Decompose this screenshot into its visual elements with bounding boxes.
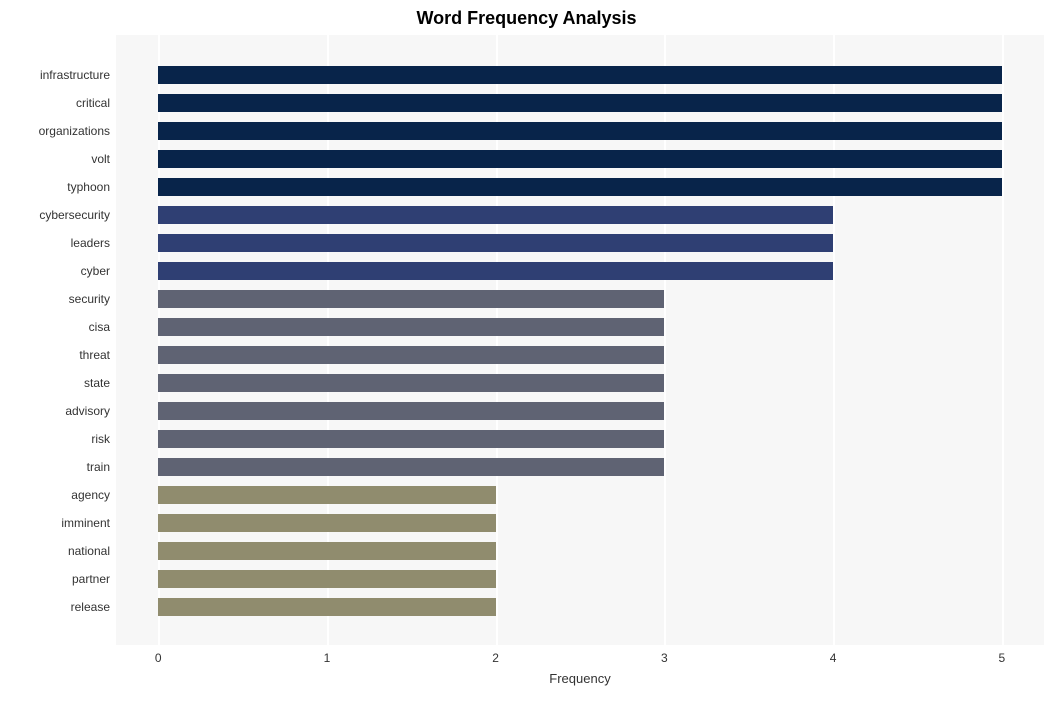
x-tick-label: 0: [155, 651, 162, 665]
y-tick-label: advisory: [65, 404, 116, 418]
x-gridline: [1002, 35, 1004, 645]
y-tick-label: national: [68, 544, 116, 558]
y-tick-label: agency: [71, 488, 116, 502]
y-tick-label: state: [84, 376, 116, 390]
bar: [158, 458, 664, 476]
y-tick-label: partner: [72, 572, 116, 586]
y-tick-label: cisa: [89, 320, 116, 334]
bar: [158, 346, 664, 364]
bar: [158, 66, 1002, 84]
y-tick-label: threat: [79, 348, 116, 362]
y-tick-label: security: [69, 292, 116, 306]
y-tick-label: cyber: [81, 264, 116, 278]
x-tick-label: 1: [324, 651, 331, 665]
x-tick-label: 2: [492, 651, 499, 665]
y-tick-label: risk: [91, 432, 116, 446]
bar: [158, 94, 1002, 112]
bar: [158, 262, 833, 280]
y-tick-label: volt: [91, 152, 116, 166]
bar: [158, 514, 495, 532]
bar: [158, 234, 833, 252]
x-tick-label: 4: [830, 651, 837, 665]
bar: [158, 150, 1002, 168]
bar: [158, 122, 1002, 140]
y-tick-label: imminent: [61, 516, 116, 530]
bar: [158, 570, 495, 588]
bar: [158, 374, 664, 392]
plot-area: 012345 Frequency infrastructurecriticalo…: [116, 35, 1044, 645]
y-tick-label: train: [87, 460, 116, 474]
bar: [158, 542, 495, 560]
y-tick-label: infrastructure: [40, 68, 116, 82]
bar: [158, 206, 833, 224]
bar: [158, 486, 495, 504]
x-tick-label: 3: [661, 651, 668, 665]
y-tick-label: typhoon: [67, 180, 116, 194]
bar: [158, 598, 495, 616]
x-tick-label: 5: [998, 651, 1005, 665]
bar: [158, 290, 664, 308]
bar: [158, 178, 1002, 196]
y-tick-label: cybersecurity: [39, 208, 116, 222]
chart-title: Word Frequency Analysis: [0, 0, 1053, 29]
bar: [158, 318, 664, 336]
word-frequency-chart: Word Frequency Analysis 012345 Frequency…: [0, 0, 1053, 701]
y-tick-label: critical: [76, 96, 116, 110]
bar: [158, 430, 664, 448]
y-tick-label: release: [71, 600, 116, 614]
x-axis-label: Frequency: [549, 671, 610, 686]
y-tick-label: organizations: [39, 124, 116, 138]
y-tick-label: leaders: [71, 236, 116, 250]
bar: [158, 402, 664, 420]
